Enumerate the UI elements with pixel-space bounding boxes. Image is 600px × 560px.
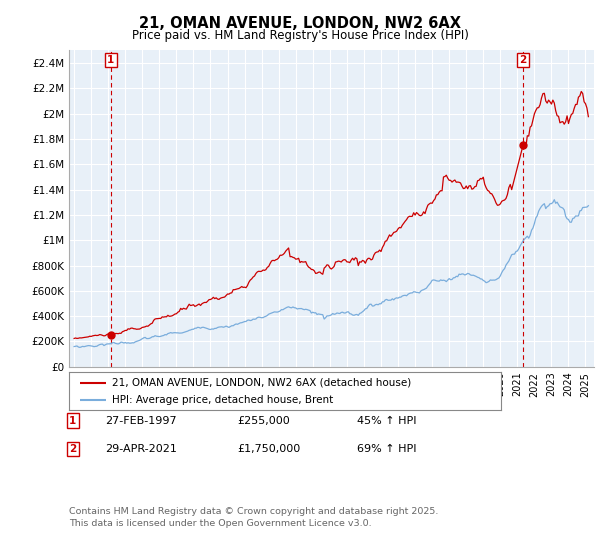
Text: Contains HM Land Registry data © Crown copyright and database right 2025.
This d: Contains HM Land Registry data © Crown c… bbox=[69, 507, 439, 528]
Text: 1: 1 bbox=[107, 55, 115, 65]
Text: Price paid vs. HM Land Registry's House Price Index (HPI): Price paid vs. HM Land Registry's House … bbox=[131, 29, 469, 42]
Text: 69% ↑ HPI: 69% ↑ HPI bbox=[357, 444, 416, 454]
Text: 21, OMAN AVENUE, LONDON, NW2 6AX (detached house): 21, OMAN AVENUE, LONDON, NW2 6AX (detach… bbox=[112, 377, 412, 388]
Text: 45% ↑ HPI: 45% ↑ HPI bbox=[357, 416, 416, 426]
Text: 27-FEB-1997: 27-FEB-1997 bbox=[105, 416, 176, 426]
Text: 1: 1 bbox=[69, 416, 76, 426]
Text: 29-APR-2021: 29-APR-2021 bbox=[105, 444, 177, 454]
Text: 21, OMAN AVENUE, LONDON, NW2 6AX: 21, OMAN AVENUE, LONDON, NW2 6AX bbox=[139, 16, 461, 31]
Text: HPI: Average price, detached house, Brent: HPI: Average price, detached house, Bren… bbox=[112, 395, 334, 405]
Text: £255,000: £255,000 bbox=[237, 416, 290, 426]
Text: 2: 2 bbox=[519, 55, 527, 65]
Text: £1,750,000: £1,750,000 bbox=[237, 444, 300, 454]
Text: 2: 2 bbox=[69, 444, 76, 454]
